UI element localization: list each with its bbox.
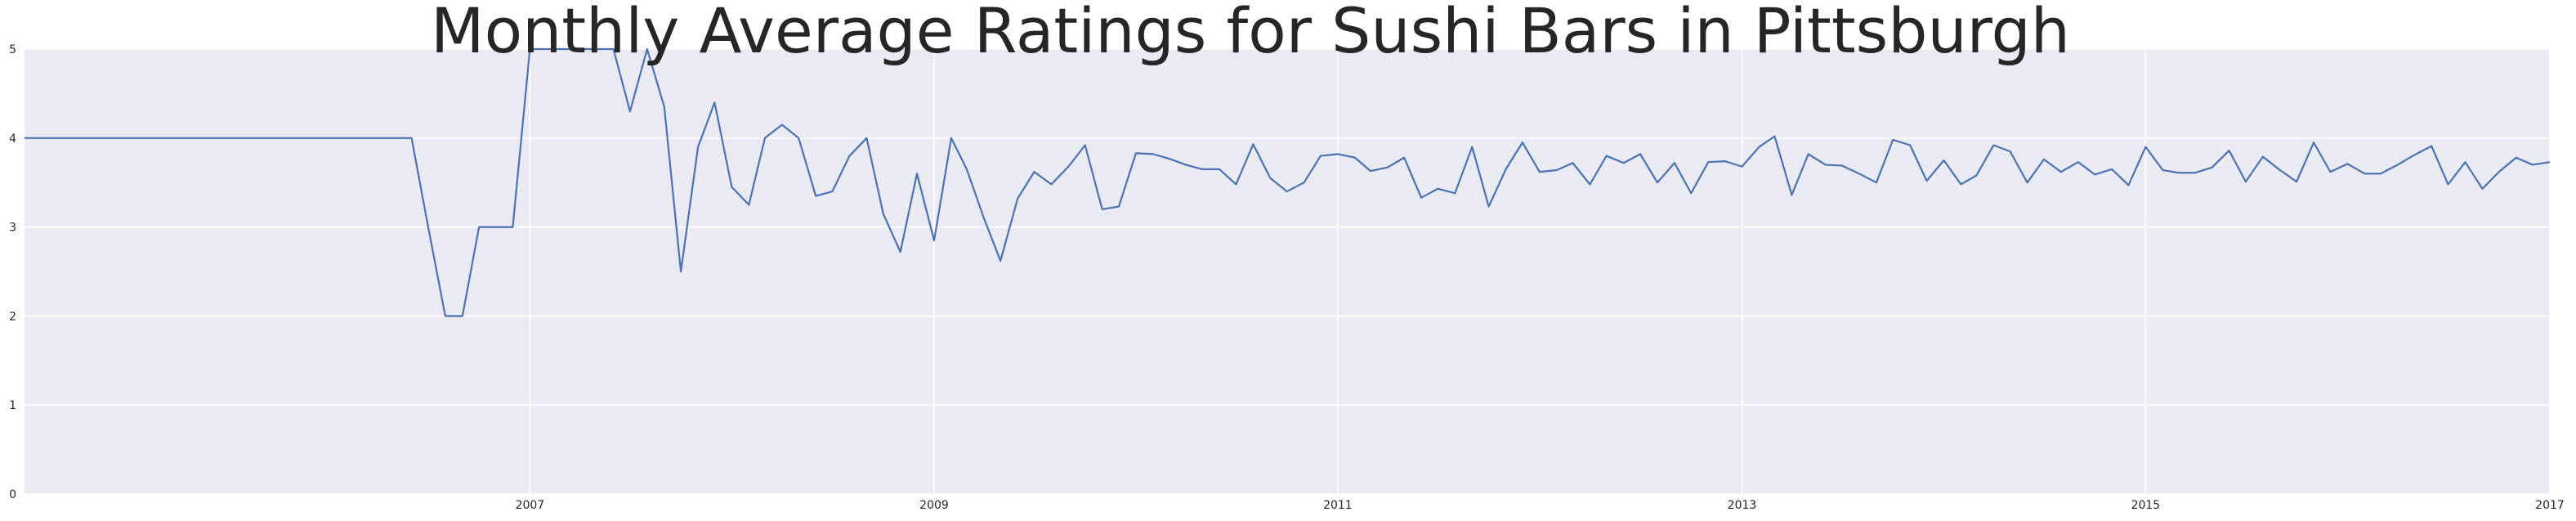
y-tick-label: 1 xyxy=(9,399,16,412)
x-tick-label: 2011 xyxy=(1323,499,1353,512)
y-tick-label: 3 xyxy=(9,222,16,235)
x-tick-label: 2013 xyxy=(1728,499,1757,512)
tick-labels: 0 1 2 3 4 5 2007 2009 2011 2013 2015 2017 xyxy=(9,43,2565,512)
y-tick-label: 5 xyxy=(9,43,16,56)
y-tick-label: 0 xyxy=(9,488,16,501)
plot-area xyxy=(25,49,2550,494)
x-tick-label: 2015 xyxy=(2131,499,2161,512)
y-tick-label: 2 xyxy=(9,310,16,323)
x-tick-label: 2009 xyxy=(919,499,949,512)
y-tick-label: 4 xyxy=(9,132,16,146)
series-line xyxy=(25,47,2551,317)
chart-title: Monthly Average Ratings for Sushi Bars i… xyxy=(431,0,2070,67)
x-tick-label: 2017 xyxy=(2535,499,2565,512)
x-tick-label: 2007 xyxy=(516,499,545,512)
